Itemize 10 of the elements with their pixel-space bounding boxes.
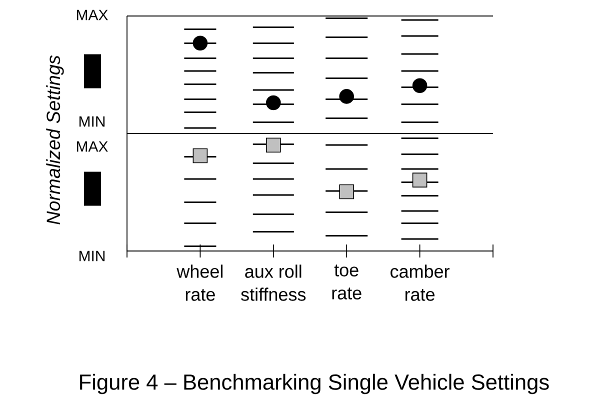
y-axis-title: Normalized Settings [46, 55, 64, 224]
text: MIN [79, 116, 105, 127]
text: Figure 4 – Benchmarking Single Vehicle Settings [80, 374, 549, 394]
x-tick-label: camber rate [390, 264, 450, 301]
x-tick-label: wheel rate [176, 264, 223, 301]
text: MAX [76, 10, 108, 20]
x-tick-label: toe rate [332, 264, 362, 300]
x-tick-label: aux roll stiffness [241, 264, 306, 301]
text: MAX [76, 141, 108, 152]
text: MIN [79, 250, 105, 262]
